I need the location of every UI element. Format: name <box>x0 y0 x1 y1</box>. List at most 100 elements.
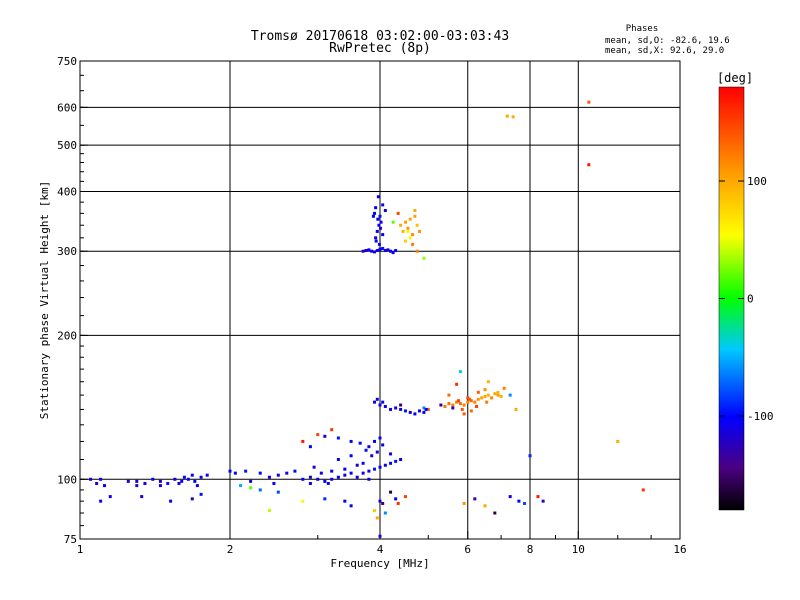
data-point <box>361 461 365 465</box>
colorbar-label: [deg] <box>717 71 753 85</box>
data-point <box>323 479 327 483</box>
y-tick-label: 750 <box>57 55 77 68</box>
data-point <box>374 206 378 210</box>
data-point <box>455 400 459 404</box>
data-point <box>394 497 398 501</box>
data-point <box>443 404 447 408</box>
data-point <box>455 382 459 386</box>
data-point <box>505 114 509 118</box>
x-tick-label: 16 <box>673 543 686 556</box>
data-point <box>386 248 390 252</box>
data-point <box>378 247 382 251</box>
data-point <box>462 412 466 416</box>
data-point <box>377 223 381 227</box>
data-point <box>376 195 380 199</box>
data-point <box>411 242 415 246</box>
data-point <box>267 475 271 479</box>
data-point <box>308 475 312 479</box>
data-point <box>483 388 487 392</box>
data-point <box>406 226 410 230</box>
data-point <box>413 209 417 213</box>
data-point <box>343 499 347 503</box>
data-point <box>406 229 410 233</box>
data-point <box>399 407 403 411</box>
phases-mean-o: mean, sd,O: -82.6, 19.6 <box>605 36 730 46</box>
data-point <box>374 236 378 240</box>
data-point <box>451 403 455 407</box>
data-point <box>401 229 405 233</box>
y-tick-label: 300 <box>57 245 77 258</box>
data-point <box>396 501 400 505</box>
data-point <box>508 495 512 499</box>
data-point <box>293 469 297 473</box>
data-point <box>375 249 379 253</box>
data-point <box>195 484 199 488</box>
data-point <box>413 412 417 416</box>
data-point <box>373 509 377 513</box>
data-point <box>389 490 393 494</box>
data-point <box>466 400 470 404</box>
data-point <box>394 406 398 410</box>
data-point <box>381 443 385 447</box>
data-point <box>493 511 497 515</box>
data-point <box>367 469 371 473</box>
data-point <box>330 428 334 432</box>
data-point <box>389 452 393 456</box>
data-point <box>466 396 470 400</box>
data-point <box>355 475 359 479</box>
data-point <box>267 509 271 513</box>
data-point <box>308 445 312 449</box>
x-axis-ticks: 1 2 4 6 8 10 16 <box>77 531 687 556</box>
data-point <box>228 469 232 473</box>
data-point <box>316 477 320 481</box>
data-point <box>447 393 451 397</box>
data-point <box>528 454 532 458</box>
data-point <box>377 242 381 246</box>
data-point <box>169 499 173 503</box>
data-point <box>375 397 379 401</box>
data-point <box>244 469 248 473</box>
phases-heading: Phases <box>626 24 659 34</box>
data-point <box>301 439 305 443</box>
data-point <box>403 220 407 224</box>
colorbar-ticks: 100 0 -100 <box>719 175 774 423</box>
data-point <box>490 396 494 400</box>
data-point <box>190 497 194 501</box>
colorbar-tick-label: -100 <box>747 410 774 423</box>
data-point <box>486 380 490 384</box>
data-point <box>417 409 421 413</box>
data-point <box>508 393 512 397</box>
data-point <box>349 471 353 475</box>
data-point <box>99 477 103 481</box>
data-point <box>371 214 375 218</box>
data-point <box>378 534 382 538</box>
data-point <box>373 439 377 443</box>
data-point <box>536 495 540 499</box>
data-point <box>349 504 353 508</box>
data-point <box>349 439 353 443</box>
data-point <box>378 499 382 503</box>
data-point <box>373 250 377 254</box>
data-point <box>361 471 365 475</box>
data-point <box>374 239 378 243</box>
data-point <box>367 248 371 252</box>
data-point <box>166 481 170 485</box>
data-point <box>468 397 472 401</box>
data-point <box>460 407 464 411</box>
data-point <box>493 392 497 396</box>
data-point <box>126 479 130 483</box>
data-point <box>285 471 289 475</box>
data-point <box>177 481 181 485</box>
data-point <box>205 473 209 477</box>
data-point <box>502 386 506 390</box>
data-point <box>249 486 253 490</box>
data-point <box>323 497 327 501</box>
data-point <box>173 477 177 481</box>
data-point <box>99 499 103 503</box>
y-tick-label: 400 <box>57 185 77 198</box>
data-point <box>135 479 139 483</box>
data-point <box>476 397 480 401</box>
data-point <box>199 492 203 496</box>
data-point <box>89 477 93 481</box>
data-point <box>258 471 262 475</box>
